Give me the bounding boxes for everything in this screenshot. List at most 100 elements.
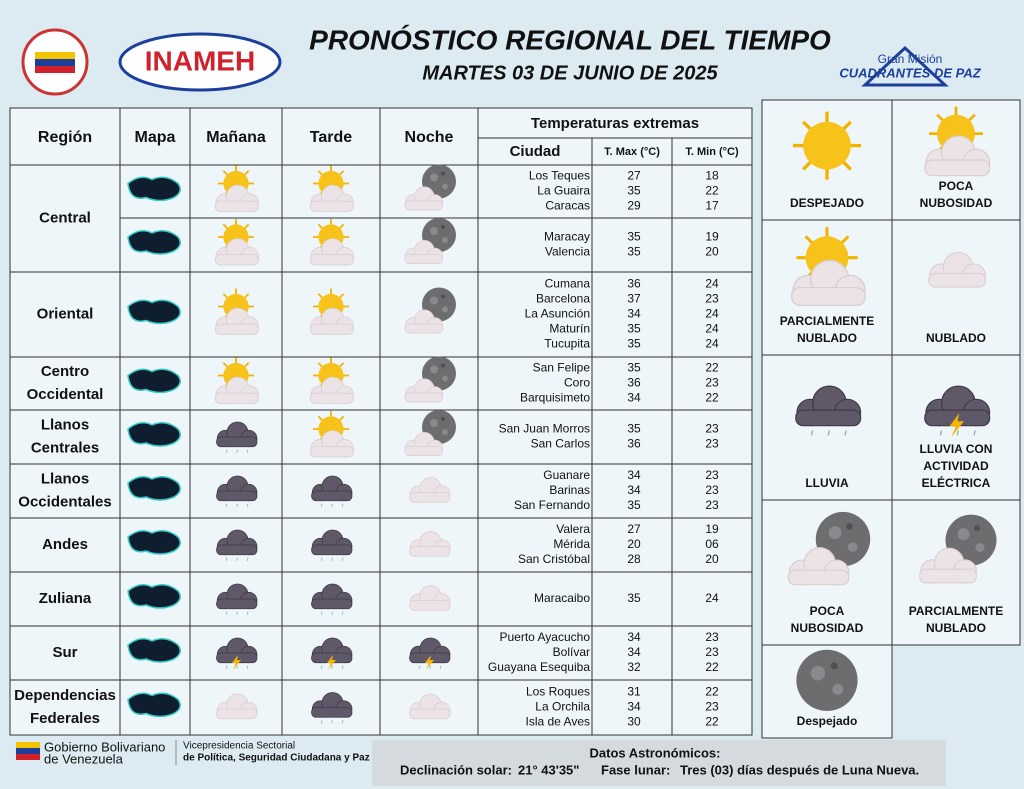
city: San Felipe bbox=[533, 361, 591, 375]
region-cell bbox=[9, 356, 121, 411]
city: Guanare bbox=[543, 468, 590, 482]
region-map bbox=[127, 584, 181, 609]
city: Valera bbox=[556, 522, 590, 536]
region-map bbox=[127, 476, 181, 501]
legend-label: PARCIALMENTE bbox=[909, 604, 1003, 618]
column-header: Mapa bbox=[135, 129, 176, 146]
region-name: Central bbox=[39, 209, 91, 226]
temp-min: 23 bbox=[705, 630, 719, 644]
cell bbox=[591, 517, 673, 573]
legend-label: DESPEJADO bbox=[790, 196, 864, 210]
legend-label: NUBLADO bbox=[926, 621, 986, 635]
city: La Orchila bbox=[535, 700, 590, 714]
region-map bbox=[127, 692, 181, 718]
header-cell bbox=[477, 107, 753, 139]
logo-right-top: Gran Misión bbox=[878, 52, 943, 66]
temp-min: 23 bbox=[705, 437, 719, 451]
temp-max: 37 bbox=[627, 292, 641, 306]
temp-min: 23 bbox=[705, 468, 719, 482]
cell bbox=[477, 625, 593, 681]
temp-max: 34 bbox=[627, 645, 641, 659]
region-name: Zuliana bbox=[39, 590, 92, 607]
temp-min: 24 bbox=[705, 337, 719, 351]
logo-text: INAMEH bbox=[145, 45, 255, 76]
region-map bbox=[127, 230, 181, 255]
temp-max: 32 bbox=[627, 660, 641, 674]
city: San Cristóbal bbox=[518, 552, 590, 566]
temp-min: 20 bbox=[705, 552, 719, 566]
astro-label: Fase lunar: bbox=[601, 762, 670, 777]
cell bbox=[671, 517, 753, 573]
cell bbox=[671, 463, 753, 519]
forecast-table: Región Mapa Mañana Tarde Noche Temperaturas e… bbox=[9, 107, 753, 736]
region-cell bbox=[9, 463, 121, 519]
logo-right-bottom: CUADRANTES DE PAZ bbox=[839, 65, 981, 80]
temp-min: 23 bbox=[705, 700, 719, 714]
cell bbox=[591, 679, 673, 736]
cell bbox=[671, 356, 753, 411]
header-cell bbox=[477, 137, 593, 166]
city: Guayana Esequiba bbox=[488, 660, 590, 674]
temp-min: 22 bbox=[705, 715, 719, 729]
legend-label: ELÉCTRICA bbox=[922, 475, 991, 490]
region-map bbox=[127, 530, 181, 555]
temp-max: 20 bbox=[627, 537, 641, 551]
cell bbox=[591, 164, 673, 219]
cell bbox=[671, 571, 753, 627]
region-name: Andes bbox=[42, 536, 88, 553]
temp-max: 34 bbox=[627, 391, 641, 405]
legend-label: PARCIALMENTE bbox=[780, 314, 874, 328]
cell bbox=[671, 409, 753, 465]
astro-title: Datos Astronómicos: bbox=[590, 745, 721, 760]
temp-min: 19 bbox=[705, 522, 719, 536]
logo-roof bbox=[861, 45, 949, 87]
column-header: Tarde bbox=[310, 129, 352, 146]
column-header: Región bbox=[38, 129, 92, 146]
temp-min: 22 bbox=[705, 361, 719, 375]
temp-min: 23 bbox=[705, 422, 719, 436]
footer: Gobierno Bolivariano de Venezuela Vicepr… bbox=[16, 739, 946, 786]
temp-max: 34 bbox=[627, 483, 641, 497]
region-name: Dependencias bbox=[14, 687, 116, 704]
cell bbox=[477, 409, 593, 465]
temp-min: 22 bbox=[705, 184, 719, 198]
city: Puerto Ayacucho bbox=[499, 630, 590, 644]
cell bbox=[591, 571, 673, 627]
temp-max: 30 bbox=[627, 715, 641, 729]
legend-label: ACTIVIDAD bbox=[923, 459, 989, 473]
city: Maracaibo bbox=[534, 591, 590, 605]
legend-cell bbox=[891, 354, 1021, 501]
column-header: Ciudad bbox=[510, 143, 561, 160]
city: Mérida bbox=[553, 537, 590, 551]
temp-min: 22 bbox=[705, 391, 719, 405]
legend-label: NUBOSIDAD bbox=[920, 196, 993, 210]
temp-max: 35 bbox=[627, 591, 641, 605]
column-header: T. Max (°C) bbox=[604, 146, 660, 158]
region-name: Occidentales bbox=[18, 493, 111, 510]
temp-min: 24 bbox=[705, 277, 719, 291]
region-map bbox=[127, 638, 181, 663]
temp-min: 23 bbox=[705, 498, 719, 512]
legend-cell bbox=[891, 219, 1021, 356]
city: Maturín bbox=[549, 322, 590, 336]
cell bbox=[671, 217, 753, 273]
cell bbox=[591, 356, 673, 411]
cell bbox=[477, 463, 593, 519]
city: Isla de Aves bbox=[526, 715, 591, 729]
legend: DESPEJADO POCA NUBOSIDAD PARCIALMENTE NUBLAD… bbox=[761, 99, 1021, 739]
legend-label: LLUVIA bbox=[805, 476, 849, 490]
city: Cumana bbox=[545, 277, 591, 291]
temp-max: 28 bbox=[627, 552, 641, 566]
temp-max: 34 bbox=[627, 700, 641, 714]
region-cell bbox=[9, 679, 121, 736]
region-name: Sur bbox=[52, 644, 77, 661]
temp-max: 27 bbox=[627, 169, 641, 183]
city: Los Teques bbox=[529, 169, 590, 183]
city: San Juan Morros bbox=[499, 422, 590, 436]
title: PRONÓSTICO REGIONAL DEL TIEMPO bbox=[309, 24, 831, 55]
temp-max: 36 bbox=[627, 437, 641, 451]
temp-min: 24 bbox=[705, 322, 719, 336]
temp-min: 06 bbox=[705, 537, 719, 551]
legend-icon bbox=[796, 649, 858, 711]
